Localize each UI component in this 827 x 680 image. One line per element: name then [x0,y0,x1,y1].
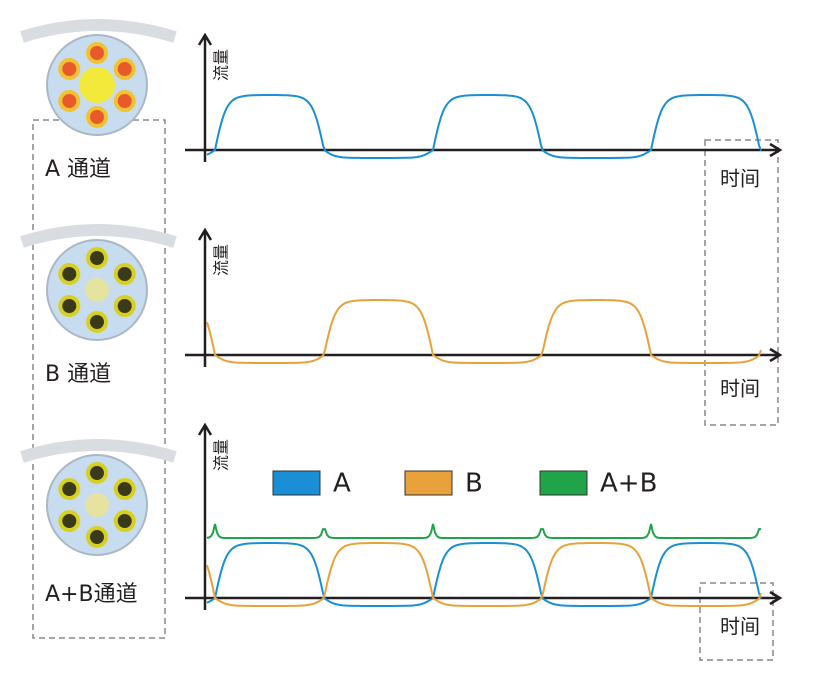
legend-label: A [333,469,351,499]
legend-label: A+B [600,469,657,499]
y-axis [197,32,213,162]
legend-swatch [404,470,453,496]
pump-band [20,439,177,463]
curve-b [206,542,762,607]
roller [58,90,81,112]
y-axis-label: 流量 [212,439,231,471]
x-axis [185,347,783,363]
pump-center [85,493,109,517]
roller [86,106,108,128]
curve-a [206,94,762,159]
roller [86,42,108,64]
y-axis-label: 流量 [212,244,231,276]
y-axis [197,227,213,367]
time-frame [704,139,779,426]
time-frame [699,582,774,661]
pump-band [20,224,177,248]
x-axis-label: 时间 [720,377,760,401]
roller [86,311,108,333]
legend-swatch [272,470,321,496]
pump-center [85,278,109,302]
pump-band [20,19,177,43]
x-axis [185,142,783,158]
roller [86,247,108,269]
x-axis-label: 时间 [720,615,760,639]
roller [58,478,81,500]
roller [58,510,81,532]
roller [58,295,81,317]
curve-b [206,299,762,364]
roller [113,510,136,532]
y-axis-label: 流量 [212,49,231,81]
roller [113,263,136,285]
channel-label: A+B通道 [45,582,138,607]
roller [58,58,81,80]
x-axis-label: 时间 [720,167,760,191]
legend-swatch [539,470,588,496]
curve-a [206,542,762,607]
channel-label: A 通道 [45,157,111,182]
y-axis [197,422,213,610]
roller [113,478,136,500]
roller [86,526,108,548]
pump-center [79,67,115,103]
roller [113,295,136,317]
x-axis [185,590,783,606]
channel-label: B 通道 [45,362,111,387]
roller [86,462,108,484]
legend-label: B [465,469,483,499]
roller [58,263,81,285]
curve-sum [206,523,761,539]
roller [113,90,136,112]
roller [113,58,136,80]
